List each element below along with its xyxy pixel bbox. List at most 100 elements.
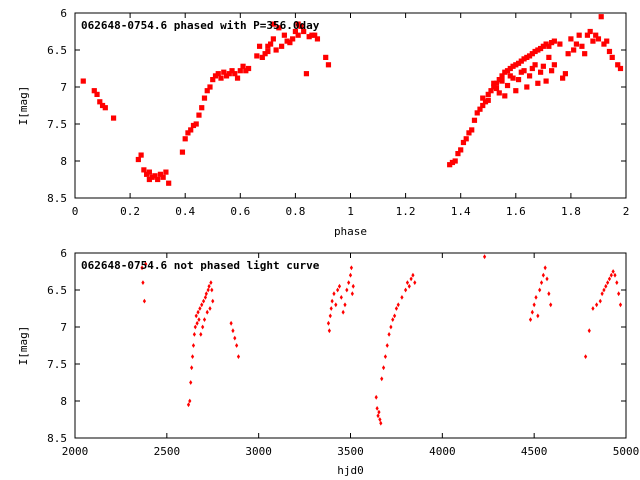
y-axis-ticks-top: 6 6.5 7 7.5 8 8.5 xyxy=(47,7,626,205)
data-point xyxy=(182,136,188,142)
data-point xyxy=(595,36,602,42)
data-point xyxy=(328,313,332,319)
data-point xyxy=(268,41,274,47)
data-point xyxy=(160,174,166,180)
x-tick-label: 1 xyxy=(347,205,354,218)
data-point xyxy=(515,60,522,66)
data-point xyxy=(507,65,513,72)
data-point xyxy=(540,43,546,49)
data-point xyxy=(535,80,541,86)
data-point xyxy=(157,171,164,177)
data-point xyxy=(518,69,524,75)
data-point xyxy=(332,291,336,297)
data-point xyxy=(530,309,534,315)
data-point xyxy=(146,176,152,183)
data-point xyxy=(568,36,574,42)
data-point xyxy=(598,298,602,304)
data-point xyxy=(189,380,193,385)
data-point xyxy=(207,84,213,90)
data-point xyxy=(609,54,615,60)
data-point xyxy=(584,32,591,38)
chart-title-top: 062648-0754.6 phased with P=356.0day xyxy=(81,19,320,32)
data-point xyxy=(565,51,571,57)
data-point xyxy=(543,41,549,47)
data-point xyxy=(233,335,237,341)
data-point xyxy=(259,54,265,60)
data-point xyxy=(273,47,279,53)
data-point xyxy=(409,276,413,282)
data-point xyxy=(504,82,511,89)
y-tick-label: 7.5 xyxy=(47,358,67,371)
data-point xyxy=(80,78,86,84)
data-point xyxy=(188,127,194,133)
data-point xyxy=(140,265,144,271)
data-point xyxy=(539,280,544,285)
data-point xyxy=(460,139,467,146)
data-point xyxy=(276,25,282,31)
data-point xyxy=(284,38,290,44)
data-point xyxy=(350,291,354,297)
data-point xyxy=(391,317,395,322)
data-point xyxy=(549,302,553,308)
data-point xyxy=(312,32,318,38)
data-point xyxy=(618,302,623,308)
x-tick-label: 1.6 xyxy=(506,205,526,218)
data-point xyxy=(144,261,148,267)
data-point xyxy=(385,343,389,348)
data-point xyxy=(97,99,103,105)
data-point xyxy=(562,71,568,77)
data-point xyxy=(226,71,232,77)
data-point xyxy=(591,306,595,311)
data-point xyxy=(474,110,480,116)
data-point xyxy=(270,36,276,42)
data-point xyxy=(604,38,610,44)
data-point xyxy=(192,332,196,337)
data-point xyxy=(195,320,199,326)
data-point xyxy=(541,272,545,278)
data-point xyxy=(532,302,536,308)
data-point xyxy=(194,313,198,319)
data-point xyxy=(532,62,538,68)
data-point xyxy=(387,332,391,337)
data-point xyxy=(218,75,224,81)
data-point xyxy=(377,409,381,415)
data-point xyxy=(281,32,287,38)
data-point xyxy=(221,69,227,75)
data-point xyxy=(381,365,386,371)
data-point xyxy=(507,73,513,79)
data-point xyxy=(452,158,458,164)
data-point xyxy=(524,54,530,60)
y-tick-label: 6.5 xyxy=(47,44,67,57)
data-point xyxy=(392,313,397,319)
data-point xyxy=(447,162,453,168)
data-point xyxy=(502,93,508,99)
data-point xyxy=(256,43,263,49)
data-point xyxy=(339,295,343,300)
x-tick-label: 3500 xyxy=(337,445,364,458)
data-point xyxy=(223,73,230,79)
data-point xyxy=(209,280,213,285)
data-point xyxy=(188,398,192,404)
data-point xyxy=(240,63,246,69)
data-point xyxy=(547,291,551,297)
data-point xyxy=(205,309,209,315)
data-point xyxy=(405,280,410,285)
data-point xyxy=(491,84,497,90)
data-point xyxy=(537,45,544,52)
data-point xyxy=(611,269,615,274)
data-point xyxy=(557,41,563,47)
data-point xyxy=(510,63,516,69)
data-point xyxy=(215,71,221,77)
data-point xyxy=(336,287,340,293)
data-point xyxy=(262,51,268,57)
data-point xyxy=(536,313,540,319)
data-point xyxy=(196,112,202,118)
data-point xyxy=(193,324,197,330)
x-tick-label: 2500 xyxy=(154,445,181,458)
data-point xyxy=(337,283,342,289)
x-tick-label: 0.6 xyxy=(230,205,250,218)
data-point xyxy=(190,122,197,129)
data-point xyxy=(199,332,203,337)
data-point xyxy=(375,406,379,411)
data-point xyxy=(186,402,191,408)
